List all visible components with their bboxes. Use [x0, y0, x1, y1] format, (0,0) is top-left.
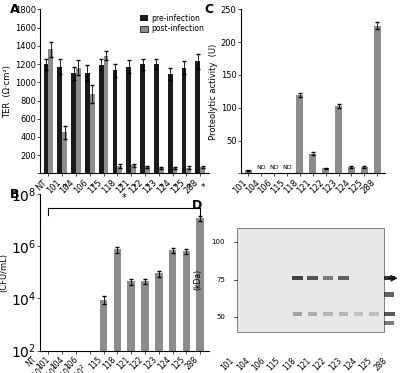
Bar: [182, 68, 186, 173]
Bar: [117, 166, 122, 173]
Text: A: A: [10, 3, 19, 16]
Bar: [76, 68, 81, 173]
Bar: [384, 276, 395, 280]
Bar: [200, 167, 205, 173]
Y-axis label: TER  (Ω·cm²): TER (Ω·cm²): [3, 65, 12, 118]
Bar: [335, 106, 342, 173]
Bar: [159, 168, 164, 173]
Bar: [145, 167, 150, 173]
Text: C: C: [205, 3, 214, 16]
Bar: [71, 73, 76, 173]
Text: ND: ND: [256, 164, 266, 169]
Bar: [339, 312, 348, 316]
Bar: [103, 56, 108, 173]
Bar: [44, 64, 49, 173]
Bar: [90, 94, 95, 173]
Y-axis label: Proteolytic activity  (U): Proteolytic activity (U): [209, 43, 218, 140]
Text: *: *: [90, 182, 95, 192]
Text: 50: 50: [216, 314, 225, 320]
Bar: [338, 276, 349, 280]
Text: *: *: [186, 182, 191, 192]
Text: *: *: [173, 182, 177, 192]
Text: 75: 75: [216, 277, 225, 283]
Bar: [322, 168, 329, 173]
Bar: [62, 132, 67, 173]
Bar: [308, 276, 318, 280]
Bar: [385, 292, 394, 297]
Bar: [141, 281, 149, 373]
Bar: [292, 276, 303, 280]
Bar: [49, 50, 53, 173]
Bar: [85, 73, 90, 173]
Text: ND: ND: [282, 164, 292, 169]
Bar: [182, 251, 190, 373]
Text: *: *: [132, 182, 136, 192]
Text: *: *: [117, 182, 122, 192]
Text: 100: 100: [212, 239, 225, 245]
Text: (kDa): (kDa): [194, 269, 203, 290]
Bar: [374, 26, 381, 173]
Bar: [308, 312, 317, 316]
Bar: [354, 312, 363, 316]
Bar: [154, 64, 159, 173]
Text: *: *: [145, 182, 150, 192]
Text: *: *: [62, 182, 67, 192]
Bar: [169, 250, 176, 373]
Bar: [296, 95, 304, 173]
Bar: [361, 167, 368, 173]
Bar: [309, 154, 316, 173]
Bar: [168, 74, 172, 173]
Bar: [385, 321, 394, 325]
Bar: [113, 250, 121, 373]
Text: *: *: [159, 182, 164, 192]
Text: *: *: [122, 193, 127, 203]
Bar: [196, 218, 204, 373]
Bar: [100, 300, 107, 373]
Bar: [293, 312, 302, 316]
Bar: [99, 65, 103, 173]
Bar: [128, 281, 135, 373]
Bar: [172, 168, 178, 173]
Bar: [186, 167, 191, 173]
Bar: [126, 67, 131, 173]
Bar: [323, 276, 334, 280]
Text: B: B: [10, 188, 19, 201]
Bar: [348, 167, 355, 173]
Bar: [155, 273, 163, 373]
Text: *: *: [200, 182, 205, 192]
Bar: [57, 67, 62, 173]
Bar: [140, 64, 145, 173]
Bar: [369, 312, 379, 316]
Bar: [131, 165, 136, 173]
Bar: [237, 228, 383, 332]
Bar: [113, 70, 117, 173]
Bar: [195, 61, 200, 173]
Legend: pre-infection, post-infection: pre-infection, post-infection: [140, 13, 205, 34]
Bar: [384, 312, 395, 316]
Y-axis label: Bacterial translocation
(CFU/mL): Bacterial translocation (CFU/mL): [0, 225, 8, 320]
Text: ND: ND: [269, 164, 279, 169]
Bar: [324, 312, 333, 316]
Text: D: D: [192, 199, 202, 212]
Bar: [245, 170, 252, 173]
